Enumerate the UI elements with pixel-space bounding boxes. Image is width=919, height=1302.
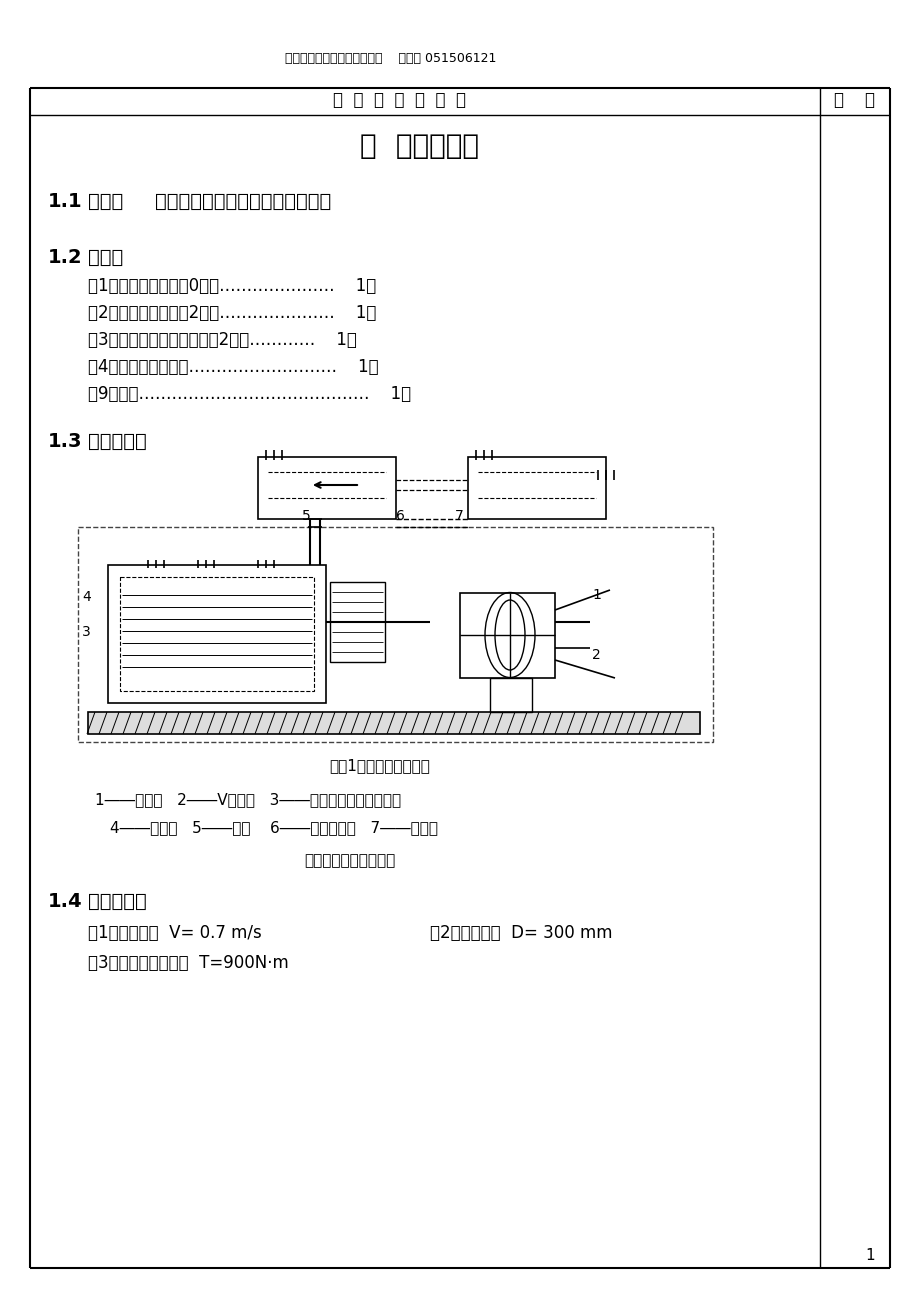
Text: （各轴代号见第六页）: （各轴代号见第六页） (304, 853, 395, 868)
Text: （3）鼓轮轴所需扭矩  T=900N·m: （3）鼓轮轴所需扭矩 T=900N·m (88, 954, 289, 973)
Text: 7: 7 (455, 509, 463, 523)
Text: （2）低速轴零件图（2号）…………………    1张: （2）低速轴零件图（2号）………………… 1张 (88, 303, 376, 322)
Text: 铸锂车间型沙传送带传送装置设计: 铸锂车间型沙传送带传送装置设计 (154, 191, 331, 211)
Text: 1――电动机   2――V带传动   3――展开式双级齿轮减速器: 1――电动机 2――V带传动 3――展开式双级齿轮减速器 (95, 792, 401, 807)
Bar (257, 457, 395, 519)
Text: 1: 1 (865, 1249, 874, 1263)
Text: 《机械设计》课程设计说明书    段伟琼 051506121: 《机械设计》课程设计说明书 段伟琼 051506121 (285, 52, 496, 65)
Text: 图（1）传动方案示意图: 图（1）传动方案示意图 (329, 758, 430, 773)
Text: 题目：: 题目： (88, 191, 123, 211)
Text: 4――联轴器   5――底座    6――传送带鼓轮   7――传送带: 4――联轴器 5――底座 6――传送带鼓轮 7――传送带 (110, 820, 437, 835)
Text: （3）低速级大齿轮零件图（2号）…………    1张: （3）低速级大齿轮零件图（2号）………… 1张 (88, 331, 357, 349)
Text: （1）减速器装配图（0号）…………………    1张: （1）减速器装配图（0号）………………… 1张 (88, 277, 376, 296)
Text: 2: 2 (591, 648, 600, 661)
Bar (119, 577, 313, 691)
Text: 1.3: 1.3 (48, 432, 83, 450)
Text: 3: 3 (82, 625, 91, 639)
Bar (108, 565, 325, 703)
Bar (468, 457, 606, 519)
Text: 6: 6 (395, 509, 404, 523)
Bar (78, 527, 712, 742)
Text: 一  设计任务书: 一 设计任务书 (360, 132, 479, 160)
Text: （1）传送速度  V= 0.7 m/s: （1）传送速度 V= 0.7 m/s (88, 924, 262, 943)
Text: 设  计  计  算  及  说  明: 设 计 计 算 及 说 明 (333, 91, 466, 109)
Text: 1.1: 1.1 (48, 191, 83, 211)
Bar (88, 712, 699, 734)
Text: 1: 1 (591, 589, 600, 602)
Text: 4: 4 (82, 590, 91, 604)
Text: 1.4: 1.4 (48, 892, 83, 911)
Text: （2）鼓轮直径  D= 300 mm: （2）鼓轮直径 D= 300 mm (429, 924, 612, 943)
Text: （4）设计计算说明书………………………    1份: （4）设计计算说明书……………………… 1份 (88, 358, 379, 376)
Text: 5: 5 (301, 509, 310, 523)
Text: 1.2: 1.2 (48, 247, 83, 267)
Text: 结    果: 结 果 (834, 91, 875, 109)
Bar (460, 592, 554, 678)
Bar (490, 678, 531, 712)
Text: 任务：: 任务： (88, 247, 123, 267)
Bar (330, 582, 384, 661)
Text: 设计参数：: 设计参数： (88, 892, 147, 911)
Text: （9）草图……………………………………    1份: （9）草图…………………………………… 1份 (88, 385, 411, 404)
Text: 传动方案：: 传动方案： (88, 432, 147, 450)
